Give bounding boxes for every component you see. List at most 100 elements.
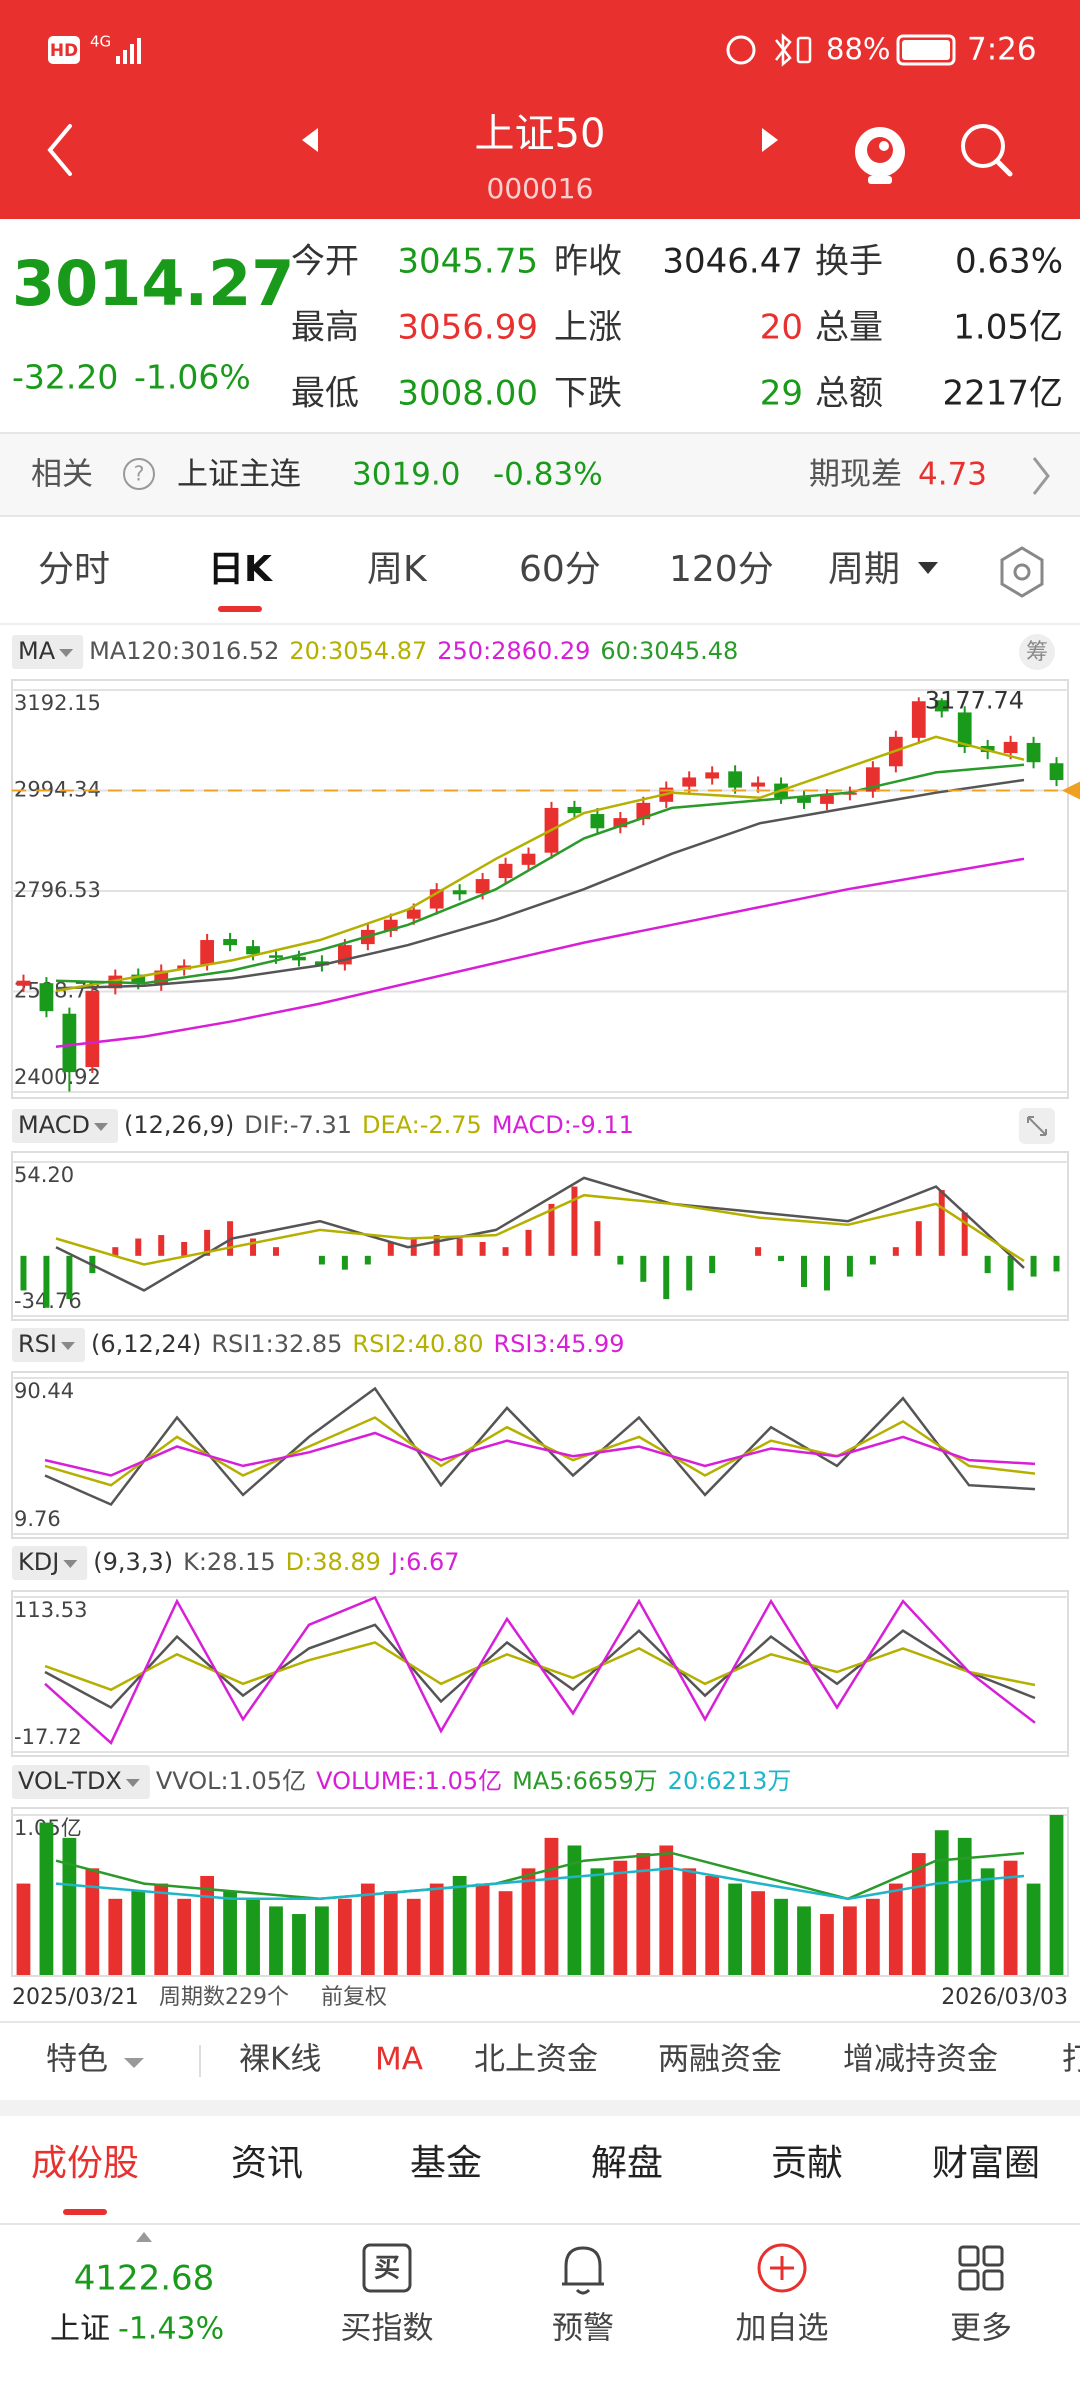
volume-bar xyxy=(980,1868,995,1975)
nav-label[interactable]: 预警 xyxy=(552,2311,614,2347)
volume-bar xyxy=(1026,1883,1041,1975)
features-item[interactable]: 打 xyxy=(1062,2042,1080,2078)
macd-bar xyxy=(525,1229,532,1256)
macd-bar xyxy=(709,1255,716,1274)
bottom-tabs-item[interactable]: 资讯 xyxy=(231,2143,303,2184)
candle-body xyxy=(728,771,743,788)
bottom-tabs-item[interactable]: 解盘 xyxy=(591,2143,663,2184)
features-item[interactable]: 两融资金 xyxy=(658,2042,782,2078)
candle-body xyxy=(406,909,421,919)
legend-item: DIF:-7.31 xyxy=(244,1111,352,1139)
quote-label: 最低 xyxy=(291,374,359,414)
buy-icon-glyph: 买 xyxy=(374,2254,400,2284)
next-button[interactable] xyxy=(762,128,778,152)
nav-label[interactable]: 买指数 xyxy=(341,2311,434,2347)
volume-bar xyxy=(62,1837,77,1975)
macd-bar xyxy=(548,1203,555,1256)
tabs-item[interactable]: 周期 xyxy=(828,549,900,590)
expand-icon xyxy=(1027,1116,1047,1136)
volume-bar xyxy=(544,1837,559,1975)
indicator-line xyxy=(55,1193,1025,1266)
bottom-tabs-item[interactable]: 财富圈 xyxy=(932,2143,1040,2184)
basis-label: 期现差 xyxy=(809,457,902,493)
macd-bar xyxy=(341,1255,348,1270)
add-icon[interactable] xyxy=(757,2243,807,2293)
volume-bar xyxy=(429,1883,444,1975)
candle-body xyxy=(751,782,765,787)
assistant-button[interactable] xyxy=(855,127,905,184)
settings-button[interactable] xyxy=(1000,546,1044,598)
candle-body xyxy=(200,940,215,965)
macd-bar xyxy=(112,1247,119,1256)
nav-label[interactable]: 加自选 xyxy=(736,2311,829,2347)
legend-button-label: VOL-TDX xyxy=(18,1767,122,1795)
price-change-pct: -1.06% xyxy=(134,358,251,397)
macd-bar xyxy=(823,1255,830,1291)
tabs-item[interactable]: 日K xyxy=(208,549,273,590)
y-tick-label: 3192.15 xyxy=(14,691,101,715)
legend-button[interactable] xyxy=(12,1765,150,1799)
back-button[interactable] xyxy=(47,124,72,176)
tabs-item[interactable]: 周K xyxy=(367,549,428,590)
prev-button[interactable] xyxy=(302,128,318,152)
more-icon[interactable] xyxy=(958,2245,1004,2291)
candle-body xyxy=(383,919,398,931)
macd-bar xyxy=(204,1229,211,1256)
search-button[interactable] xyxy=(961,124,1013,177)
candle-body xyxy=(292,956,306,961)
macd-bar xyxy=(66,1255,73,1300)
volume-bar xyxy=(820,1914,834,1975)
charts: MA MA120:3016.52 20:3054.87 250:2860.29 60:3… xyxy=(11,635,1080,1977)
index-name: 上证 xyxy=(50,2312,110,2347)
macd-bar xyxy=(1053,1255,1060,1272)
features-item[interactable]: 增减持资金 xyxy=(843,2042,998,2078)
nav-label[interactable]: 更多 xyxy=(950,2311,1012,2347)
quote-value: 3056.99 xyxy=(397,308,538,348)
candle-body xyxy=(911,701,926,738)
features-item[interactable]: 裸K线 xyxy=(239,2042,321,2078)
period-dropdown[interactable] xyxy=(918,562,938,574)
index-expand[interactable] xyxy=(136,2232,152,2242)
legend-button[interactable] xyxy=(12,1109,118,1143)
y-tick-label: 9.76 xyxy=(14,1507,61,1531)
candle-body xyxy=(1026,742,1041,763)
candle-body xyxy=(246,946,260,955)
bottom-tabs-item[interactable]: 成份股 xyxy=(31,2143,139,2184)
alert-icon[interactable] xyxy=(562,2246,604,2295)
related-bg xyxy=(0,433,1080,516)
add-icon-plus xyxy=(770,2256,794,2280)
y-tick-label: 54.20 xyxy=(14,1163,74,1187)
buy-icon[interactable] xyxy=(362,2243,412,2293)
bottom-tabs-item[interactable]: 贡献 xyxy=(771,2143,843,2184)
feature-dropdown[interactable] xyxy=(124,2058,144,2068)
volume-bar xyxy=(452,1875,467,1975)
help-icon[interactable] xyxy=(123,458,155,490)
legend-button[interactable] xyxy=(12,1328,85,1362)
legend-item: RSI2:40.80 xyxy=(352,1330,483,1358)
chip-badge-bg[interactable] xyxy=(1019,634,1055,670)
macd-bar xyxy=(433,1235,440,1256)
tabs-item[interactable]: 120分 xyxy=(669,549,774,590)
volume-bar xyxy=(498,1891,513,1975)
indicator-line xyxy=(44,1595,1036,1745)
legend-button[interactable] xyxy=(12,1546,88,1580)
features-item[interactable]: 北上资金 xyxy=(474,2042,598,2078)
quote-value: 20 xyxy=(760,308,803,348)
features-item[interactable]: 特色 xyxy=(46,2042,108,2078)
macd-bar xyxy=(938,1190,945,1256)
bottom-tabs-item[interactable]: 基金 xyxy=(410,2143,482,2184)
volume-bar xyxy=(590,1868,605,1975)
macd-bar xyxy=(915,1221,922,1256)
related-contract[interactable]: 上证主连 xyxy=(177,457,301,493)
tabs-item[interactable]: 分时 xyxy=(38,549,110,590)
panel-frame xyxy=(11,1371,1069,1539)
legend-button[interactable] xyxy=(12,635,84,669)
features-item[interactable]: MA xyxy=(375,2042,423,2078)
related-arrow[interactable] xyxy=(1032,457,1050,495)
macd-bar xyxy=(456,1238,463,1256)
macd-bar xyxy=(387,1241,394,1256)
volume-bar xyxy=(223,1891,237,1975)
tabs-item[interactable]: 60分 xyxy=(519,549,601,590)
macd-bar xyxy=(250,1238,257,1256)
chip-badge: 筹 xyxy=(1026,640,1048,665)
